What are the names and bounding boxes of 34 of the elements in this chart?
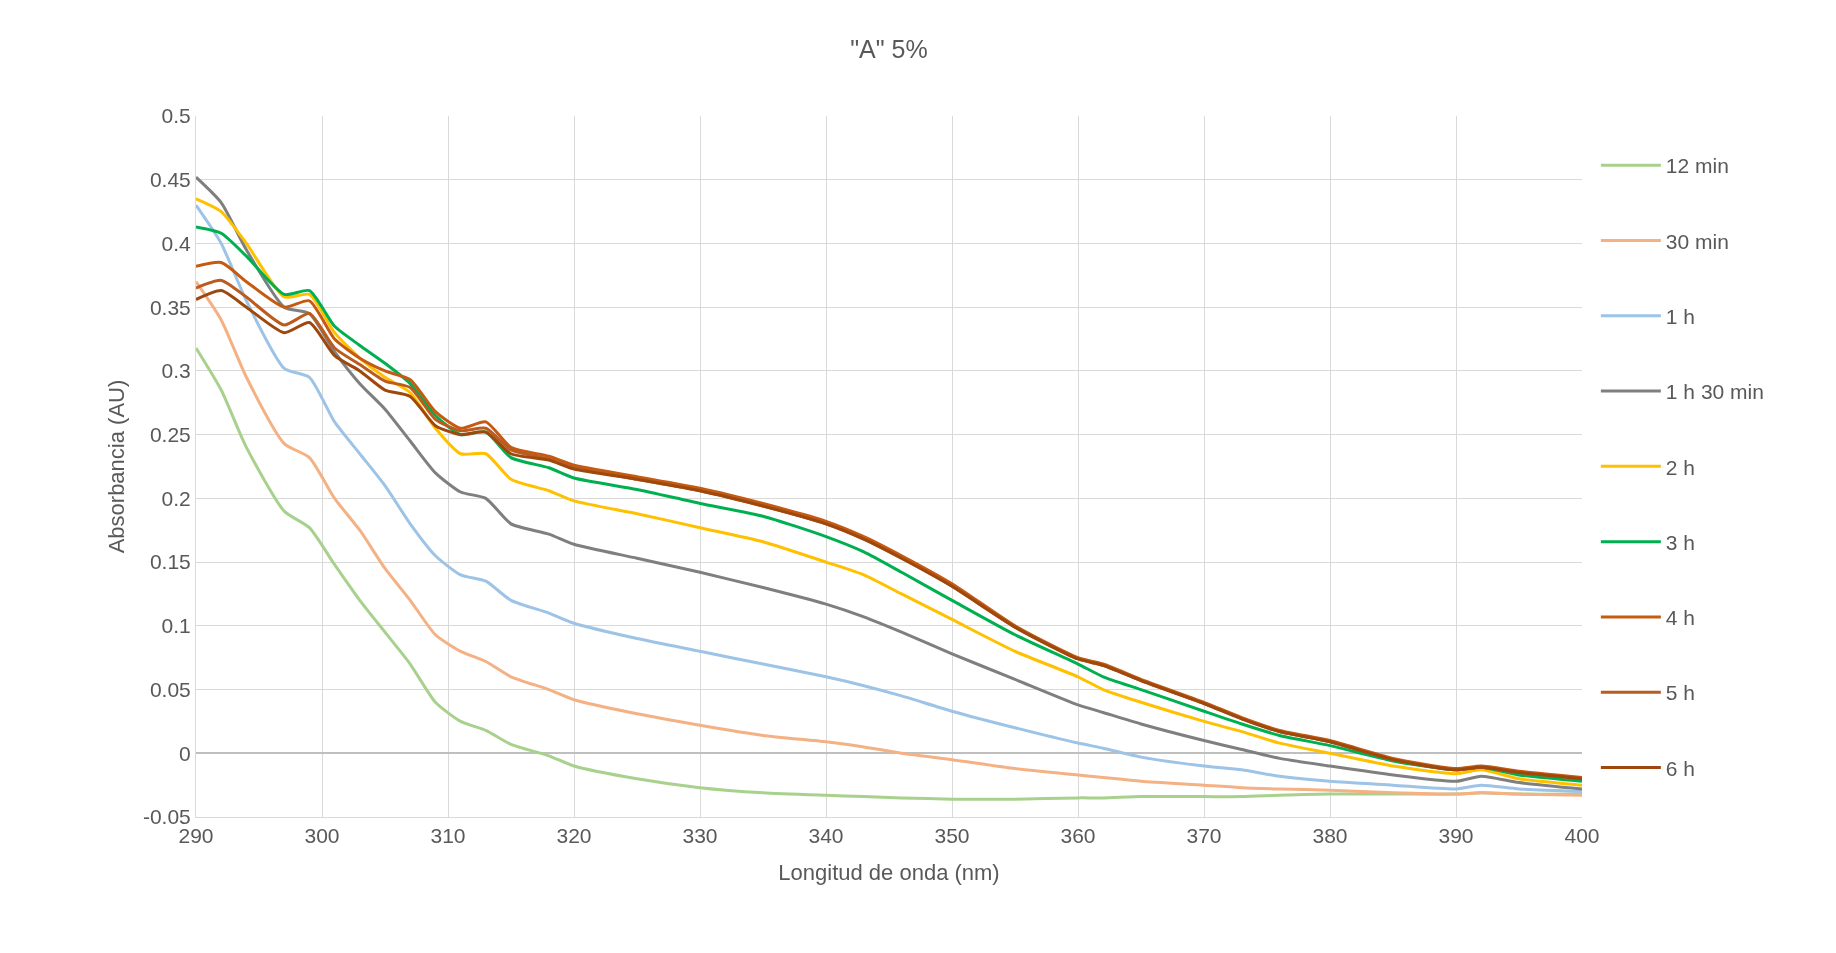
- x-tick-label: 310: [430, 824, 466, 848]
- y-tick-label: 0: [179, 741, 191, 765]
- y-tick-label: 0.1: [161, 614, 191, 638]
- legend-label: 2 h: [1665, 455, 1696, 479]
- y-tick-label: 0.3: [161, 359, 191, 383]
- legend-label: 12 min: [1665, 154, 1729, 178]
- chart-title: "A" 5%: [850, 34, 928, 63]
- x-tick-label: 300: [304, 824, 340, 848]
- y-tick-label: 0.5: [161, 104, 191, 128]
- legend-label: 1 h 30 min: [1665, 380, 1764, 404]
- y-tick-label: 0.4: [161, 231, 192, 255]
- y-tick-label: 0.15: [149, 550, 191, 574]
- legend-label: 30 min: [1665, 229, 1729, 253]
- legend-label: 5 h: [1665, 681, 1696, 705]
- x-tick-label: 350: [934, 824, 970, 848]
- y-tick-label: 0.35: [149, 295, 191, 319]
- x-tick-label: 340: [808, 824, 844, 848]
- x-tick-label: 390: [1438, 824, 1474, 848]
- legend-label: 6 h: [1665, 756, 1696, 780]
- x-axis-title: Longitud de onda (nm): [778, 860, 1000, 886]
- x-tick-label: 330: [682, 824, 718, 848]
- legend-label: 3 h: [1665, 530, 1696, 554]
- y-axis-title: Absorbancia (AU): [103, 379, 129, 554]
- y-tick-label: 0.2: [161, 486, 191, 510]
- x-tick-label: 370: [1186, 824, 1222, 848]
- y-tick-label: 0.05: [149, 677, 191, 701]
- y-tick-label: 0.25: [149, 422, 191, 446]
- legend-label: 4 h: [1665, 606, 1696, 630]
- x-tick-label: 320: [556, 824, 592, 848]
- x-tick-label: 380: [1312, 824, 1348, 848]
- legend-label: 1 h: [1665, 304, 1696, 328]
- y-tick-label: 0.45: [149, 168, 191, 192]
- x-tick-label: 400: [1564, 824, 1600, 848]
- x-tick-label: 360: [1060, 824, 1096, 848]
